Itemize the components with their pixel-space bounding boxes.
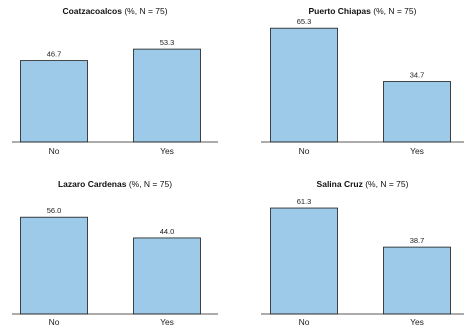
bar-yes xyxy=(133,237,201,315)
panel-title-detail: (%, N = 75) xyxy=(371,6,417,16)
bar-no xyxy=(20,60,88,143)
data-label: 34.7 xyxy=(410,71,425,80)
bar-yes xyxy=(383,246,451,315)
data-label: 65.3 xyxy=(297,17,312,26)
x-tick-label: No xyxy=(49,146,60,156)
panel-title-detail: (%, N = 75) xyxy=(122,6,168,16)
panel-title-detail: (%, N = 75) xyxy=(363,179,409,189)
data-label: 53.3 xyxy=(160,38,175,47)
x-tick-label: No xyxy=(299,317,310,327)
panel-title: Coatzacoalcos (%, N = 75) xyxy=(62,6,167,16)
panel-title: Salina Cruz (%, N = 75) xyxy=(317,179,409,189)
data-label: 46.7 xyxy=(47,50,62,59)
x-tick-label: Yes xyxy=(410,317,424,327)
x-tick-label: Yes xyxy=(410,146,424,156)
panel-title-detail: (%, N = 75) xyxy=(126,179,172,189)
x-tick-label: No xyxy=(299,146,310,156)
bar-no xyxy=(270,207,338,315)
chart-panel-3: Lazaro Cardenas (%, N = 75) 56.0 No 44.0 Yes xyxy=(12,179,218,327)
x-tick-label: No xyxy=(49,317,60,327)
data-label: 38.7 xyxy=(410,236,425,245)
panel-title-name: Lazaro Cardenas xyxy=(58,179,127,189)
data-label: 61.3 xyxy=(297,197,312,206)
panel-title: Lazaro Cardenas (%, N = 75) xyxy=(58,179,172,189)
panel-title-name: Puerto Chiapas xyxy=(309,6,372,16)
chart-panel-1: Coatzacoalcos (%, N = 75) 46.7 No 53.3 Yes xyxy=(12,6,218,156)
data-label: 44.0 xyxy=(160,227,175,236)
bar-no xyxy=(20,216,88,315)
data-label: 56.0 xyxy=(47,206,62,215)
panel-title: Puerto Chiapas (%, N = 75) xyxy=(309,6,417,16)
panel-title-name: Coatzacoalcos xyxy=(62,6,122,16)
x-tick-label: Yes xyxy=(160,317,174,327)
bar-yes xyxy=(383,81,451,143)
x-tick-label: Yes xyxy=(160,146,174,156)
bar-yes xyxy=(133,48,201,143)
chart-panel-4: Salina Cruz (%, N = 75) 61.3 No 38.7 Yes xyxy=(261,179,464,327)
bar-no xyxy=(270,27,338,143)
panel-title-name: Salina Cruz xyxy=(317,179,363,189)
